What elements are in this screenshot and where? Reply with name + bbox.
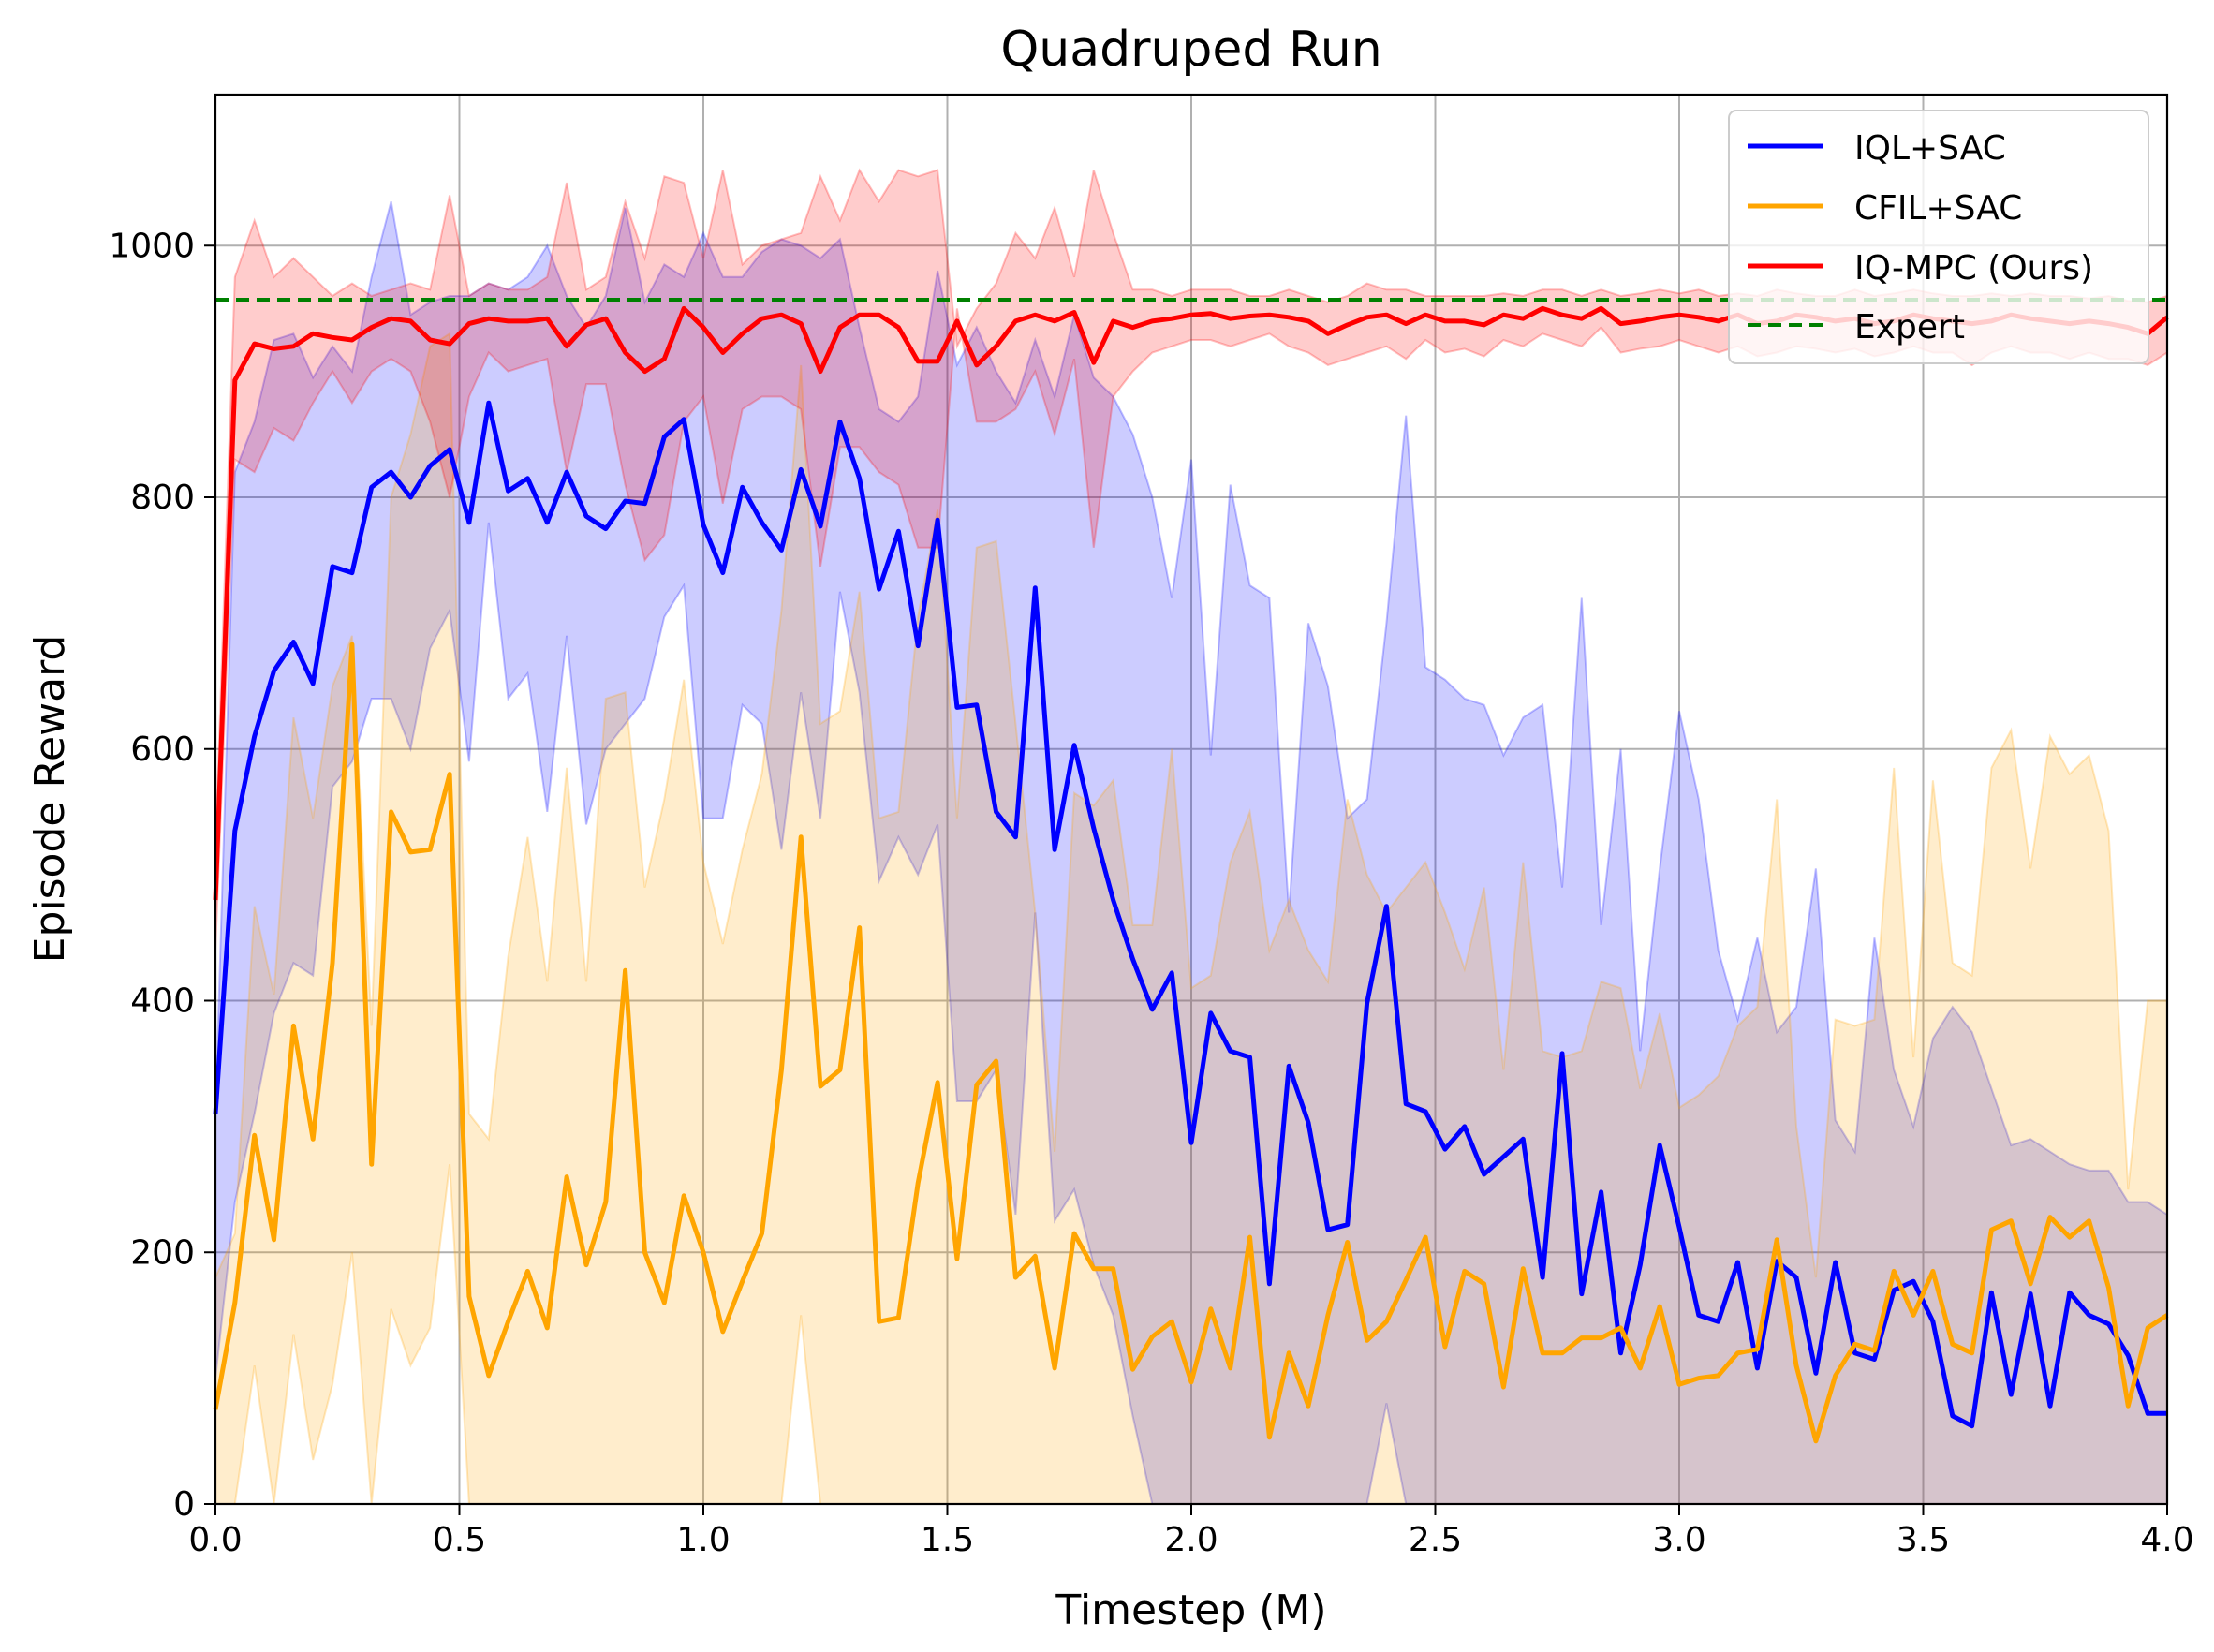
- legend-box: [1728, 110, 2149, 364]
- y-tick-label: 600: [130, 730, 195, 769]
- x-tick-label: 4.0: [2140, 1521, 2193, 1559]
- chart-title: Quadruped Run: [1000, 22, 1381, 78]
- series-lines: [213, 298, 2169, 1444]
- x-tick-label: 2.5: [1409, 1521, 1462, 1559]
- x-tick-label: 0.0: [188, 1521, 242, 1559]
- axis-ticks: 0.0 0.5 1.0 1.5 2.0 2.5 3.0 3.5 4.0 0 200 400 600 800…: [109, 227, 2193, 1559]
- x-tick-label: 3.0: [1652, 1521, 1705, 1559]
- y-tick-label: 1000: [109, 227, 195, 265]
- legend-label-expert: Expert: [1854, 308, 1965, 347]
- legend: IQL+SAC CFIL+SAC IQ-MPC (Ours) Expert: [1728, 110, 2149, 364]
- x-tick-label: 1.0: [676, 1521, 730, 1559]
- y-tick-label: 400: [130, 982, 195, 1021]
- x-tick-label: 3.5: [1897, 1521, 1950, 1559]
- x-tick-label: 1.5: [921, 1521, 974, 1559]
- series-line-cfil-sac: [213, 642, 2169, 1444]
- series-line-iql-sac: [213, 400, 2167, 1429]
- legend-label-iq-mpc: IQ-MPC (Ours): [1854, 249, 2093, 288]
- y-tick-label: 800: [130, 479, 195, 517]
- x-axis-label: Timestep (M): [1055, 1586, 1326, 1634]
- legend-label-iql-sac: IQL+SAC: [1854, 129, 2006, 168]
- legend-label-cfil-sac: CFIL+SAC: [1854, 189, 2022, 228]
- y-tick-label: 200: [130, 1233, 195, 1272]
- y-axis-label: Episode Reward: [26, 635, 74, 964]
- x-tick-label: 0.5: [433, 1521, 486, 1559]
- x-tick-label: 2.0: [1164, 1521, 1218, 1559]
- y-tick-label: 0: [173, 1485, 195, 1524]
